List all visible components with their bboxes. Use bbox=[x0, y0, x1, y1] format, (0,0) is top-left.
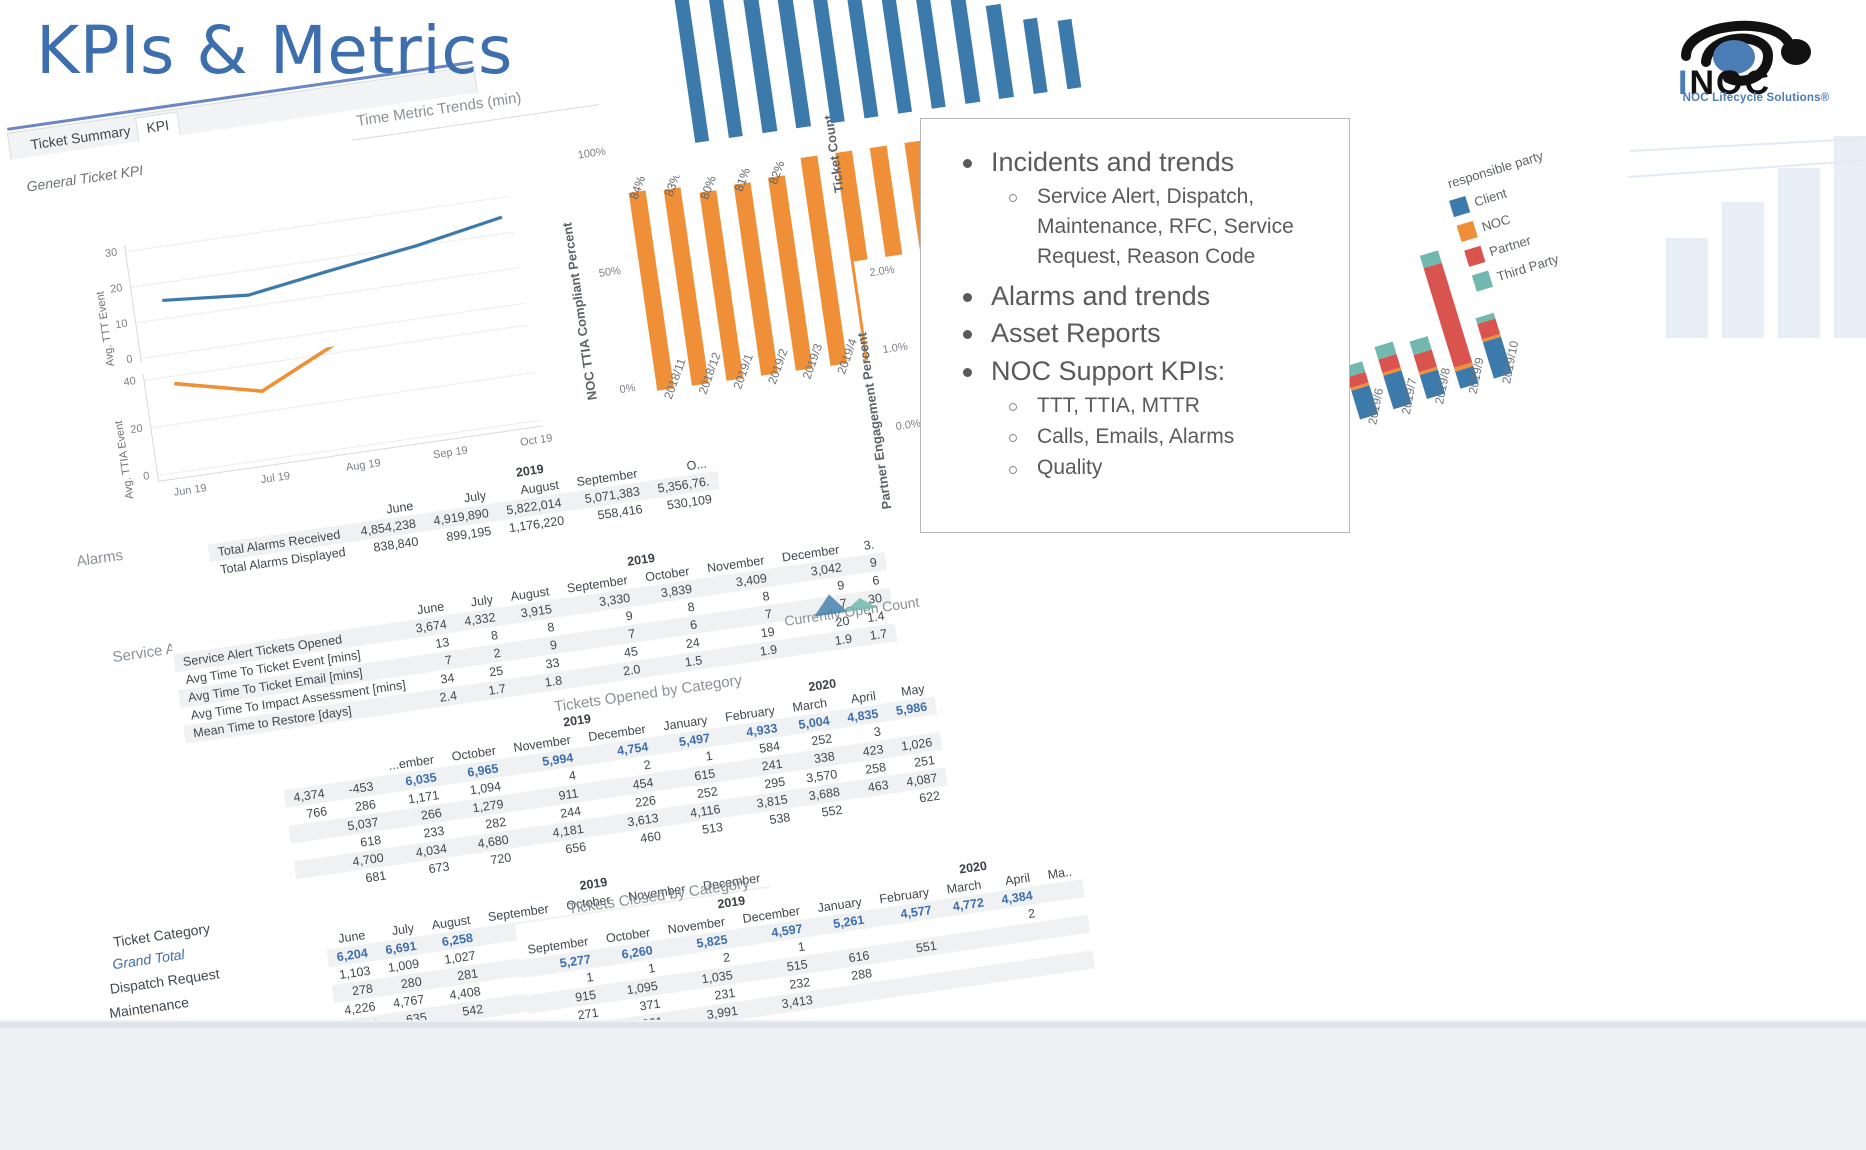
bullet-text: NOC Support KPIs: bbox=[991, 355, 1226, 386]
logo-letter-noc: NOC bbox=[1689, 64, 1772, 102]
page-title: KPIs & Metrics bbox=[36, 12, 513, 89]
bullet-item: Alarms and trends bbox=[947, 279, 1327, 314]
sub-bullet-list: Service Alert, Dispatch, Maintenance, RF… bbox=[991, 182, 1327, 273]
bullet-text: Incidents and trends bbox=[991, 147, 1235, 177]
sub-bullet-item: Quality bbox=[991, 453, 1327, 483]
ttt-line bbox=[162, 215, 503, 303]
bullet-text: Asset Reports bbox=[991, 318, 1161, 349]
sub-bullet-circle-icon bbox=[1009, 465, 1017, 474]
sub-bullet-circle-icon bbox=[1009, 434, 1017, 443]
slide-footer-divider bbox=[0, 1022, 1866, 1028]
bullets-overlay-box: Incidents and trends Service Alert, Dispa… bbox=[920, 118, 1350, 533]
bar[interactable] bbox=[699, 189, 743, 381]
bar[interactable] bbox=[738, 0, 777, 134]
bar[interactable] bbox=[879, 0, 913, 114]
ticket-category-caption: Ticket Category bbox=[112, 920, 211, 950]
row-label-maintenance: Maintenance bbox=[108, 993, 190, 1022]
bar[interactable] bbox=[843, 0, 879, 119]
bullet-item: NOC Support KPIs: TTT, TTIA, MTTR Calls, E… bbox=[947, 354, 1327, 484]
ytitle-noc-ttia: NOC TTIA Compliant Percent bbox=[559, 221, 600, 402]
ytick: 100% bbox=[577, 145, 607, 162]
bar[interactable] bbox=[772, 0, 811, 129]
bar[interactable] bbox=[949, 0, 980, 104]
bar[interactable] bbox=[1022, 17, 1048, 95]
grand-total-label: Grand Total bbox=[111, 946, 186, 973]
caption-general-ticket-kpi: General Ticket KPI bbox=[25, 161, 144, 195]
logo-letter-i: I bbox=[1678, 64, 1690, 102]
bar[interactable] bbox=[768, 175, 813, 371]
legend-swatch bbox=[1471, 270, 1494, 293]
bar[interactable] bbox=[986, 4, 1014, 99]
ytick: 50% bbox=[598, 264, 622, 280]
bullet-dot-icon bbox=[963, 367, 972, 377]
sub-bullet-circle-icon bbox=[1009, 193, 1017, 202]
legend-swatch bbox=[1449, 196, 1471, 218]
sub-bullet-text: TTT, TTIA, MTTR bbox=[1037, 393, 1200, 417]
slide-footer-strip bbox=[0, 1020, 1866, 1150]
ytick: 0% bbox=[618, 381, 637, 397]
bullet-text: Alarms and trends bbox=[991, 280, 1211, 311]
inoc-logo: INOC bbox=[1672, 4, 1832, 112]
bar[interactable] bbox=[669, 0, 710, 143]
ytick: 0.0% bbox=[894, 417, 922, 434]
bar[interactable] bbox=[704, 0, 744, 138]
bullet-dot-icon bbox=[963, 292, 972, 302]
cell: 1.7 bbox=[859, 623, 898, 647]
caption-alarms: Alarms bbox=[75, 546, 125, 571]
small-area-glyph bbox=[814, 594, 878, 617]
ytick: 2.0% bbox=[868, 263, 896, 280]
sub-bullet-item: TTT, TTIA, MTTR bbox=[991, 391, 1327, 421]
chart-ttt-event[interactable]: Avg. TTT Event 30 20 10 0 bbox=[92, 189, 527, 379]
sub-bullet-item: Service Alert, Dispatch, Maintenance, RF… bbox=[991, 182, 1327, 273]
ytick: 1.0% bbox=[881, 340, 909, 357]
sub-bullet-text: Quality bbox=[1037, 456, 1103, 480]
bar[interactable] bbox=[914, 0, 947, 109]
sub-bullet-text: Calls, Emails, Alarms bbox=[1037, 424, 1235, 448]
bar[interactable] bbox=[808, 0, 845, 124]
legend-swatch bbox=[1456, 221, 1478, 243]
bar[interactable] bbox=[734, 182, 778, 376]
inoc-eye-icon bbox=[1681, 20, 1811, 86]
bullet-dot-icon bbox=[963, 330, 972, 340]
logo-tagline: NOC Lifecycle Solutions® bbox=[1682, 92, 1830, 104]
bar[interactable] bbox=[629, 190, 674, 391]
tableau-dashboard-left[interactable]: Ticket Summary KPI General Ticket KPI Ti… bbox=[0, 0, 1661, 1094]
sub-bullet-item: Calls, Emails, Alarms bbox=[991, 422, 1327, 452]
bullet-dot-icon bbox=[963, 159, 972, 169]
bar[interactable] bbox=[1057, 19, 1082, 90]
sub-bullet-list: TTT, TTIA, MTTR Calls, Emails, Alarms Qual… bbox=[991, 391, 1327, 484]
legend-label: Client bbox=[1472, 185, 1509, 210]
bullet-item: Asset Reports bbox=[947, 316, 1327, 351]
tab-kpi[interactable]: KPI bbox=[134, 111, 181, 142]
legend-swatch bbox=[1464, 245, 1486, 268]
bullet-item: Incidents and trends Service Alert, Dispa… bbox=[947, 145, 1327, 273]
sub-bullet-text: Service Alert, Dispatch, Maintenance, RF… bbox=[1037, 184, 1294, 269]
sub-bullet-circle-icon bbox=[1009, 402, 1017, 411]
bullet-list: Incidents and trends Service Alert, Dispa… bbox=[947, 145, 1327, 484]
bar[interactable] bbox=[664, 187, 709, 386]
